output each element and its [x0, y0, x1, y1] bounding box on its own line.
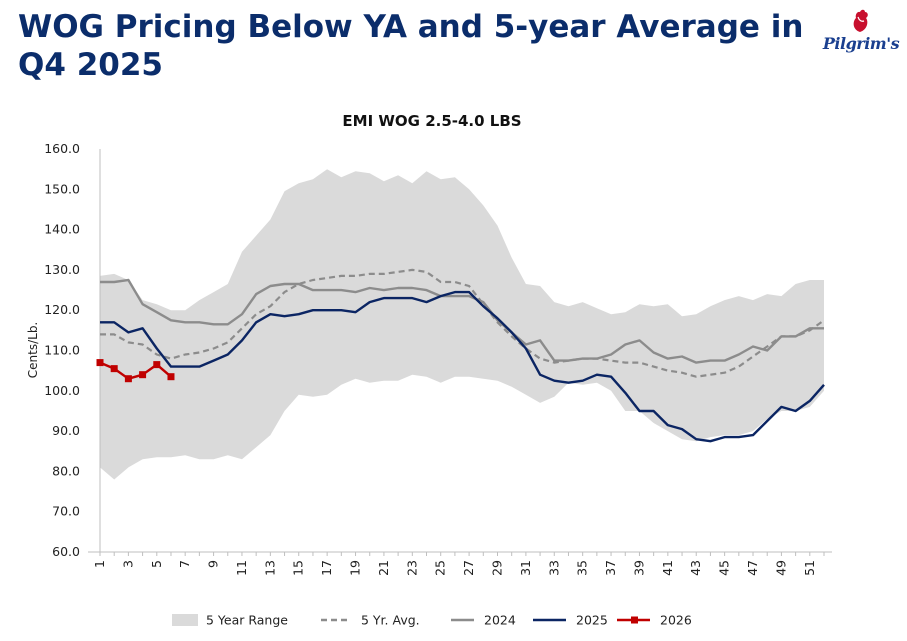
x-tick-label: 31: [518, 560, 533, 576]
series-2026-marker: [124, 375, 132, 383]
series-2024-line: [100, 278, 824, 364]
legend-5-year-range-label: 5 Year Range: [206, 613, 288, 628]
y-tick-label: 130.0: [44, 262, 80, 277]
x-tick-label: 27: [461, 560, 476, 576]
series-2026-marker: [167, 373, 175, 381]
x-tick-label: 17: [319, 560, 334, 576]
y-tick-label: 150.0: [44, 181, 80, 196]
x-tick-label: 3: [120, 560, 135, 568]
series-5-yr-avg-line: [100, 268, 825, 378]
x-tick-label: 35: [575, 560, 590, 576]
series-2026-marker: [110, 365, 118, 373]
y-tick-label: 120.0: [44, 302, 80, 317]
rooster-icon: [853, 9, 868, 32]
legend-2025-label: 2025: [576, 613, 608, 628]
y-tick-label: 160.0: [44, 141, 80, 156]
legend: 5 Year Range 5 Yr. Avg. 2024 2025 2026: [172, 613, 692, 628]
chart-title: EMI WOG 2.5-4.0 LBS: [342, 112, 521, 130]
y-tick-label: 80.0: [52, 463, 80, 478]
x-tick-label: 49: [773, 560, 788, 576]
x-tick-label: 39: [631, 560, 646, 576]
x-tick-label: 43: [688, 560, 703, 576]
x-tick-label: 37: [603, 560, 618, 576]
x-tick-label: 21: [376, 560, 391, 576]
x-tick-label: 7: [177, 560, 192, 568]
x-tick-label: 41: [660, 560, 675, 576]
y-tick-label: 110.0: [44, 343, 80, 358]
x-tick-label: 47: [745, 560, 760, 576]
logo-wordmark: Pilgrim's: [822, 34, 900, 53]
y-axis-label: Cents/Lb.: [26, 322, 40, 378]
y-tick-label: 90.0: [52, 423, 80, 438]
series-2026-marker: [153, 361, 161, 369]
series-2026-marker: [96, 359, 104, 367]
x-tick-label: 15: [291, 560, 306, 576]
y-tick-label: 70.0: [52, 504, 80, 519]
legend-2026-label: 2026: [660, 613, 692, 628]
x-tick-label: 33: [546, 560, 561, 576]
series-2026-marker: [139, 371, 147, 379]
x-tick-label: 9: [206, 560, 221, 568]
x-tick-label: 11: [234, 560, 249, 576]
x-tick-label: 13: [262, 560, 277, 576]
x-tick-label: 19: [348, 560, 363, 576]
x-tick-label: 25: [433, 560, 448, 576]
legend-2024-label: 2024: [484, 613, 516, 628]
pilgrims-logo: Pilgrim's: [821, 8, 901, 58]
x-tick-label: 45: [717, 560, 732, 576]
y-tick-label: 60.0: [52, 544, 80, 559]
range-band-area: [100, 169, 824, 480]
page-title: WOG Pricing Below YA and 5-year Average …: [18, 9, 804, 83]
x-tick-label: 29: [489, 560, 504, 576]
x-tick-label: 1: [92, 560, 107, 568]
x-tick-label: 51: [802, 560, 817, 576]
legend-5-year-range-swatch: [172, 614, 198, 626]
legend-2026-marker: [631, 616, 638, 624]
x-tick-label: 5: [149, 560, 164, 568]
x-tick-label: 23: [404, 560, 419, 576]
y-tick-label: 100.0: [44, 383, 80, 398]
plot-area: 60.0 70.0 80.0 90.0 100.0 110.0 120.0 130.0 140.…: [44, 141, 832, 576]
y-tick-label: 140.0: [44, 222, 80, 237]
legend-5-yr-avg-label: 5 Yr. Avg.: [361, 613, 420, 628]
series-2025-line: [100, 290, 825, 443]
